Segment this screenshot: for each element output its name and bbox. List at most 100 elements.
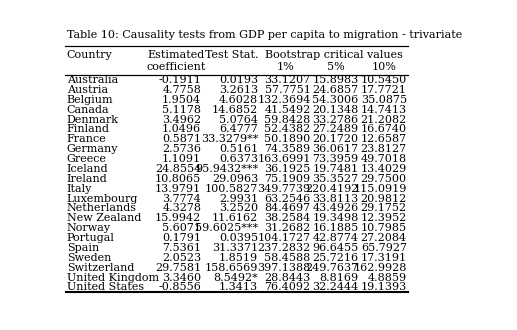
Text: 63.2546: 63.2546 <box>264 194 311 204</box>
Text: 5.6071: 5.6071 <box>162 223 201 233</box>
Text: 21.2082: 21.2082 <box>360 115 407 125</box>
Text: Spain: Spain <box>67 243 99 253</box>
Text: 17.7721: 17.7721 <box>361 85 407 95</box>
Text: 4.8859: 4.8859 <box>368 273 407 282</box>
Text: 10.5450: 10.5450 <box>360 75 407 85</box>
Text: 35.3527: 35.3527 <box>313 174 359 184</box>
Text: 1%: 1% <box>277 62 295 72</box>
Text: 42.8774: 42.8774 <box>313 233 359 243</box>
Text: Iceland: Iceland <box>67 164 108 174</box>
Text: 3.2520: 3.2520 <box>219 204 258 214</box>
Text: Greece: Greece <box>67 154 107 164</box>
Text: United Kingdom: United Kingdom <box>67 273 159 282</box>
Text: Test Stat.: Test Stat. <box>205 50 258 60</box>
Text: 20.9812: 20.9812 <box>360 194 407 204</box>
Text: 10%: 10% <box>372 62 397 72</box>
Text: 17.3191: 17.3191 <box>361 253 407 263</box>
Text: 0.1791: 0.1791 <box>162 233 201 243</box>
Text: 29.7500: 29.7500 <box>361 174 407 184</box>
Text: Netherlands: Netherlands <box>67 204 136 214</box>
Text: 12.3952: 12.3952 <box>360 214 407 223</box>
Text: 36.0617: 36.0617 <box>313 144 359 154</box>
Text: 29.0963: 29.0963 <box>212 174 258 184</box>
Text: 31.2682: 31.2682 <box>264 223 311 233</box>
Text: 32.2444: 32.2444 <box>312 282 359 292</box>
Text: 76.4092: 76.4092 <box>265 282 311 292</box>
Text: 33.1207: 33.1207 <box>265 75 311 85</box>
Text: 15.8983: 15.8983 <box>312 75 359 85</box>
Text: 2.0523: 2.0523 <box>162 253 201 263</box>
Text: 50.1890: 50.1890 <box>264 134 311 144</box>
Text: 73.3959: 73.3959 <box>313 154 359 164</box>
Text: 104.1727: 104.1727 <box>257 233 311 243</box>
Text: 23.8127: 23.8127 <box>361 144 407 154</box>
Text: 3.3460: 3.3460 <box>162 273 201 282</box>
Text: 27.2084: 27.2084 <box>361 233 407 243</box>
Text: 14.7413: 14.7413 <box>361 105 407 115</box>
Text: Sweden: Sweden <box>67 253 111 263</box>
Text: 24.6857: 24.6857 <box>313 85 359 95</box>
Text: 1.3413: 1.3413 <box>219 282 258 292</box>
Text: Denmark: Denmark <box>67 115 118 125</box>
Text: Luxembourg: Luxembourg <box>67 194 138 204</box>
Text: 13.4029: 13.4029 <box>360 164 407 174</box>
Text: Norway: Norway <box>67 223 111 233</box>
Text: 43.4926: 43.4926 <box>312 204 359 214</box>
Text: Australia: Australia <box>67 75 118 85</box>
Text: 100.5827: 100.5827 <box>205 184 258 194</box>
Text: 10.7985: 10.7985 <box>361 223 407 233</box>
Text: 19.1393: 19.1393 <box>360 282 407 292</box>
Text: 15.9942: 15.9942 <box>155 214 201 223</box>
Text: 0.6373: 0.6373 <box>219 154 258 164</box>
Text: -0.1911: -0.1911 <box>158 75 201 85</box>
Text: 49.7018: 49.7018 <box>361 154 407 164</box>
Text: Bootstrap critical values: Bootstrap critical values <box>265 50 403 60</box>
Text: Estimated: Estimated <box>147 50 204 60</box>
Text: United States: United States <box>67 282 144 292</box>
Text: 65.7927: 65.7927 <box>361 243 407 253</box>
Text: 4.6028: 4.6028 <box>219 95 258 105</box>
Text: 1.1091: 1.1091 <box>162 154 201 164</box>
Text: 33.8113: 33.8113 <box>312 194 359 204</box>
Text: 52.4382: 52.4382 <box>264 124 311 135</box>
Text: 0.0193: 0.0193 <box>219 75 258 85</box>
Text: 33.3279**: 33.3279** <box>201 134 258 144</box>
Text: -0.8556: -0.8556 <box>158 282 201 292</box>
Text: Table 10: Causality tests from GDP per capita to migration - trivariate: Table 10: Causality tests from GDP per c… <box>67 30 463 40</box>
Text: 4.3278: 4.3278 <box>162 204 201 214</box>
Text: 6.4777: 6.4777 <box>219 124 258 135</box>
Text: 1.0496: 1.0496 <box>162 124 201 135</box>
Text: 16.6740: 16.6740 <box>361 124 407 135</box>
Text: Austria: Austria <box>67 85 108 95</box>
Text: 36.1925: 36.1925 <box>264 164 311 174</box>
Text: 349.7739: 349.7739 <box>257 184 311 194</box>
Text: 5.0764: 5.0764 <box>219 115 258 125</box>
Text: 20.1348: 20.1348 <box>312 105 359 115</box>
Text: 0.5871: 0.5871 <box>162 134 201 144</box>
Text: 397.1388: 397.1388 <box>257 263 311 273</box>
Text: 13.9791: 13.9791 <box>155 184 201 194</box>
Text: 29.1752: 29.1752 <box>361 204 407 214</box>
Text: Germany: Germany <box>67 144 118 154</box>
Text: 95.9432***: 95.9432*** <box>195 164 258 174</box>
Text: 96.6455: 96.6455 <box>312 243 359 253</box>
Text: Ireland: Ireland <box>67 174 108 184</box>
Text: 33.2786: 33.2786 <box>313 115 359 125</box>
Text: Canada: Canada <box>67 105 109 115</box>
Text: 163.6991: 163.6991 <box>257 154 311 164</box>
Text: 2.9931: 2.9931 <box>219 194 258 204</box>
Text: 237.2832: 237.2832 <box>257 243 311 253</box>
Text: 132.3694: 132.3694 <box>257 95 311 105</box>
Text: 115.0919: 115.0919 <box>354 184 407 194</box>
Text: 11.6162: 11.6162 <box>212 214 258 223</box>
Text: 24.8554: 24.8554 <box>155 164 201 174</box>
Text: 59.6025***: 59.6025*** <box>195 223 258 233</box>
Text: 58.4588: 58.4588 <box>264 253 311 263</box>
Text: 28.8443: 28.8443 <box>264 273 311 282</box>
Text: 8.5492*: 8.5492* <box>214 273 258 282</box>
Text: Finland: Finland <box>67 124 110 135</box>
Text: 10.8065: 10.8065 <box>155 174 201 184</box>
Text: 27.2489: 27.2489 <box>313 124 359 135</box>
Text: 1.8519: 1.8519 <box>219 253 258 263</box>
Text: 4.7758: 4.7758 <box>162 85 201 95</box>
